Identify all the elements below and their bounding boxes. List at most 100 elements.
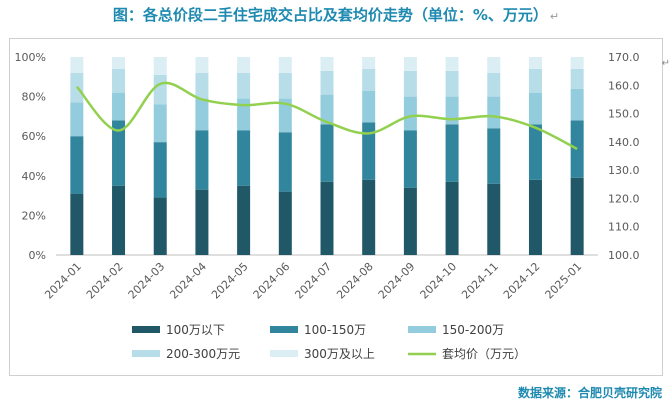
bar-segment: [112, 120, 126, 186]
x-tick-label: 2024-05: [209, 260, 251, 302]
bar-segment: [445, 124, 459, 182]
bar-segment: [112, 68, 126, 93]
x-tick-label: 2024-10: [418, 260, 460, 302]
chart-title-text: 图：各总价段二手住宅成交占比及套均价走势（单位：%、万元）: [112, 6, 548, 24]
bar-segment: [153, 197, 167, 255]
axes-group: 0% 20% 40% 60% 80% 100% 100.0 110.0 120.0 130.0 14…: [15, 51, 640, 262]
bar-segment: [237, 98, 251, 131]
legend-label: 100-150万: [304, 323, 366, 337]
y-right-tick-label: 150.0: [608, 108, 640, 121]
bar-segment: [445, 96, 459, 125]
corner-return-icon: ↵: [661, 58, 670, 69]
x-tick-label: 2024-12: [501, 260, 543, 302]
source-note: 数据来源：合肥贝壳研究院: [517, 386, 662, 400]
bar-segment: [278, 98, 292, 133]
y-left-tick-label: 0%: [29, 249, 46, 262]
x-tick-label: 2024-11: [459, 260, 501, 302]
x-tick-label: 2024-09: [376, 260, 418, 302]
bars-group: [70, 57, 584, 255]
bar-segment: [237, 130, 251, 186]
bar-segment: [278, 57, 292, 73]
bar-segment: [403, 130, 417, 188]
legend-label: 100万以下: [166, 323, 225, 337]
x-tick-label: 2024-01: [42, 260, 84, 302]
y-left-tick-label: 40%: [22, 170, 46, 183]
y-right-tick-label: 140.0: [608, 136, 640, 149]
bar-segment: [70, 136, 84, 194]
bar-segment: [445, 57, 459, 71]
y-right-tick-label: 120.0: [608, 192, 640, 205]
bar-segment: [528, 124, 542, 180]
bar-segment: [320, 94, 334, 125]
bar-segment: [153, 142, 167, 198]
chart-frame: [9, 38, 663, 376]
x-tick-labels: 2024-01 2024-02 2024-03 2024-04 2024-05 2024-…: [42, 260, 584, 302]
bar-segment: [70, 57, 84, 73]
bar-segment: [320, 124, 334, 182]
bar-segment: [362, 57, 376, 69]
bar-segment: [112, 57, 126, 69]
bar-segment: [320, 70, 334, 95]
bar-segment: [570, 177, 584, 255]
bar-segment: [487, 57, 501, 73]
bar-segment: [570, 57, 584, 69]
x-tick-label: 2024-06: [251, 260, 293, 302]
bar-segment: [112, 185, 126, 255]
bar-segment: [237, 57, 251, 73]
bar-segment: [445, 70, 459, 97]
y-right-tick-label: 160.0: [608, 79, 640, 92]
legend-label: 套均价（万元）: [442, 347, 526, 361]
y-left-tick-label: 60%: [22, 130, 46, 143]
bar-segment: [528, 92, 542, 125]
bar-segment: [70, 193, 84, 255]
line-group: [75, 81, 578, 151]
bar-segment: [153, 104, 167, 143]
x-tick-label: 2024-04: [167, 260, 209, 302]
bar-segment: [195, 189, 209, 255]
bar-segment: [487, 128, 501, 184]
price-line: [75, 81, 578, 151]
y-right-tick-label: 130.0: [608, 164, 640, 177]
bar-segment: [153, 57, 167, 75]
bar-segment: [403, 96, 417, 131]
x-tick-label: 2024-07: [292, 260, 334, 302]
bar-segment: [528, 68, 542, 93]
bar-segment: [237, 185, 251, 255]
bar-segment: [153, 74, 167, 105]
x-tick-label: 2024-03: [126, 260, 168, 302]
bar-segment: [237, 72, 251, 99]
y-right-tick-label: 170.0: [608, 51, 640, 64]
bar-segment: [195, 57, 209, 73]
x-tick-label: 2024-08: [334, 260, 376, 302]
bar-segment: [362, 90, 376, 123]
bar-segment: [112, 92, 126, 121]
bar-segment: [528, 57, 542, 69]
y-left-tick-label: 100%: [15, 51, 46, 64]
bar-segment: [403, 187, 417, 255]
bar-segment: [362, 179, 376, 255]
bar-segment: [362, 122, 376, 180]
bar-segment: [570, 120, 584, 178]
bar-segment: [320, 57, 334, 71]
bar-segment: [487, 96, 501, 129]
bar-segment: [487, 72, 501, 97]
y-left-tick-label: 80%: [22, 91, 46, 104]
bar-segment: [570, 88, 584, 121]
bar-segment: [403, 70, 417, 97]
x-tick-label: 2025-01: [543, 260, 585, 302]
bar-segment: [70, 102, 84, 137]
bar-segment: [403, 57, 417, 71]
y-right-tick-label: 100.0: [608, 249, 640, 262]
bar-segment: [195, 72, 209, 99]
legend-label: 150-200万: [442, 323, 504, 337]
bar-segment: [195, 98, 209, 131]
legend-swatch: [132, 326, 160, 333]
x-tick-label: 2024-02: [84, 260, 126, 302]
chart-title: 图：各总价段二手住宅成交占比及套均价走势（单位：%、万元） ↵: [0, 4, 672, 25]
y-right-tick-label: 110.0: [608, 221, 640, 234]
legend: 100万以下 100-150万 150-200万 200-300万元 300万及以上 套均…: [132, 323, 526, 361]
legend-label: 300万及以上: [304, 347, 375, 361]
return-mark-icon: ↵: [549, 10, 560, 23]
bar-segment: [320, 181, 334, 255]
